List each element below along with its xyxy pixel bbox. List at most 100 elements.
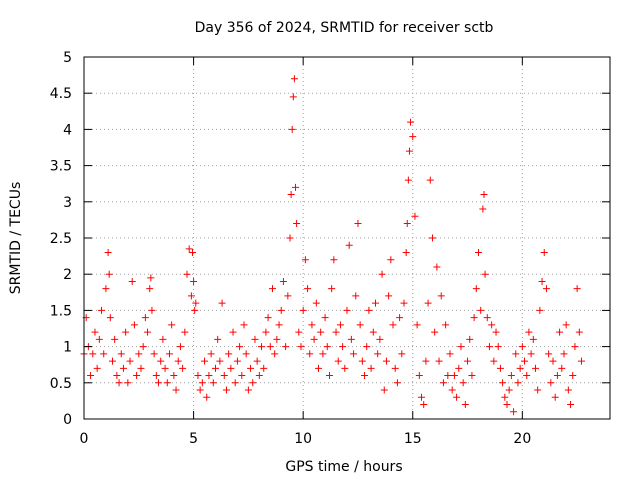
data-point — [426, 176, 434, 184]
data-point — [141, 314, 149, 322]
data-point — [356, 321, 364, 329]
data-point — [91, 328, 99, 336]
data-point — [275, 321, 283, 329]
data-point — [152, 372, 160, 380]
data-point — [542, 285, 550, 293]
data-point — [358, 357, 366, 365]
data-point — [312, 299, 320, 307]
data-point — [525, 328, 533, 336]
data-point — [477, 306, 485, 314]
data-point — [562, 321, 570, 329]
data-point — [569, 372, 577, 380]
data-point — [420, 401, 428, 409]
y-tick-label: 5 — [63, 50, 72, 66]
data-point — [560, 350, 568, 358]
data-point — [483, 314, 491, 322]
data-point — [328, 285, 336, 293]
data-point — [411, 212, 419, 220]
data-point — [350, 350, 358, 358]
y-tick-label: 2.5 — [50, 231, 72, 247]
data-point — [238, 372, 246, 380]
data-point — [367, 364, 375, 372]
data-point — [137, 364, 145, 372]
data-point — [198, 379, 206, 387]
data-point — [87, 372, 95, 380]
data-point — [319, 350, 327, 358]
data-point — [453, 393, 461, 401]
data-point — [159, 335, 167, 343]
data-point — [218, 299, 226, 307]
data-point — [564, 386, 572, 394]
data-point — [404, 176, 412, 184]
data-point — [448, 386, 456, 394]
data-point — [459, 379, 467, 387]
data-point — [361, 372, 369, 380]
data-point — [396, 314, 404, 322]
data-point — [262, 328, 270, 336]
data-point — [330, 256, 338, 264]
data-point — [93, 364, 101, 372]
data-point — [251, 335, 259, 343]
data-point — [512, 350, 520, 358]
data-point — [310, 335, 318, 343]
data-point — [431, 328, 439, 336]
data-point — [503, 401, 511, 409]
data-point — [518, 343, 526, 351]
data-point — [455, 364, 463, 372]
data-point — [181, 328, 189, 336]
data-point — [290, 75, 298, 83]
data-point — [516, 364, 524, 372]
data-point — [400, 299, 408, 307]
x-axis-ticks: 0 5 10 15 20 — [80, 57, 531, 447]
data-point — [133, 372, 141, 380]
y-tick-label: 3.5 — [50, 159, 72, 175]
data-point — [100, 350, 108, 358]
data-point — [457, 343, 465, 351]
data-point — [165, 350, 173, 358]
data-point — [413, 321, 421, 329]
data-point — [183, 270, 191, 278]
data-point — [150, 350, 158, 358]
data-point — [220, 372, 228, 380]
data-point — [225, 350, 233, 358]
data-point — [409, 133, 417, 141]
data-point — [481, 270, 489, 278]
data-point — [527, 350, 535, 358]
data-point — [488, 321, 496, 329]
data-point — [490, 357, 498, 365]
data-point — [104, 248, 112, 256]
data-point — [536, 306, 544, 314]
data-point — [369, 328, 377, 336]
data-point — [343, 306, 351, 314]
data-point — [433, 263, 441, 271]
data-point — [135, 350, 143, 358]
data-point — [529, 335, 537, 343]
data-point — [174, 357, 182, 365]
grid-lines — [84, 57, 610, 419]
data-point — [435, 357, 443, 365]
data-point — [403, 220, 411, 228]
data-point — [363, 343, 371, 351]
x-tick-label: 20 — [513, 431, 531, 447]
data-point — [556, 328, 564, 336]
data-point — [247, 364, 255, 372]
data-point — [523, 372, 531, 380]
data-point — [117, 350, 125, 358]
x-axis-label: GPS time / hours — [285, 459, 402, 475]
data-point — [240, 321, 248, 329]
data-point — [286, 234, 294, 242]
data-point — [288, 125, 296, 133]
data-point — [464, 357, 472, 365]
data-point — [341, 364, 349, 372]
data-point — [277, 306, 285, 314]
data-point — [205, 372, 213, 380]
data-point — [179, 364, 187, 372]
data-point — [227, 364, 235, 372]
data-point — [115, 379, 123, 387]
data-point — [108, 357, 116, 365]
data-point — [168, 321, 176, 329]
data-point — [291, 183, 299, 191]
data-point — [450, 372, 458, 380]
data-point — [540, 248, 548, 256]
